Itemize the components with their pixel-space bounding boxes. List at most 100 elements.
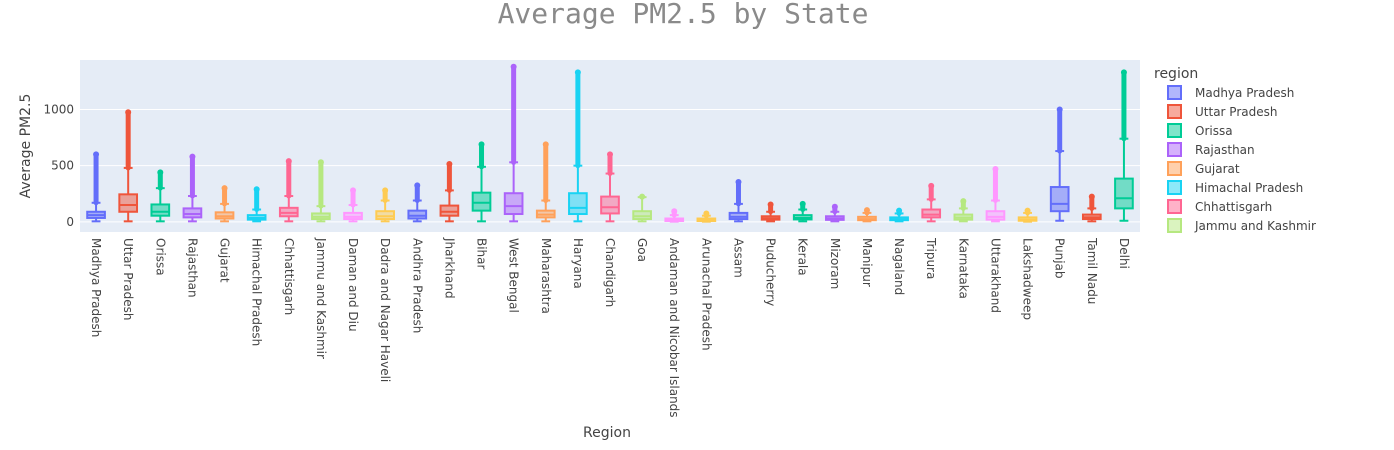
outlier-max-point [157,169,164,176]
box-12 [439,160,460,223]
outlier-max-point [414,182,421,189]
outlier-max-point [671,208,678,215]
outlier-max-point [93,151,100,158]
x-tick-label: Orissa [153,238,167,276]
x-axis-title: Region [583,425,631,441]
x-tick-label: Gujarat [218,238,232,283]
x-tick-label: Tripura [924,237,938,279]
x-tick-label: Kerala [796,238,810,276]
legend-label: Chhattisgarh [1195,200,1272,214]
outlier-max-point [542,141,549,148]
legend-item[interactable]: Rajasthan [1167,142,1255,157]
box-3 [150,169,171,223]
legend-label: Orissa [1195,124,1233,138]
box-18 [632,193,652,223]
legend-item[interactable]: Uttar Pradesh [1167,104,1277,119]
outlier-max-point [896,207,903,214]
x-tick-label: Bihar [475,238,489,270]
y-tick-label: 1000 [43,102,74,116]
outlier-max-point [446,160,453,167]
box-iqr [600,195,620,215]
y-axis-title: Average PM2.5 [18,94,34,199]
box-13 [471,141,492,223]
x-tick-label: Uttarakhand [988,238,1002,313]
box-23 [792,200,813,223]
outlier-max-point [799,200,806,207]
box-10 [375,187,395,223]
legend-item[interactable]: Chhattisgarh [1167,199,1272,214]
legend-item[interactable]: Madhya Pradesh [1167,85,1294,100]
box-16 [568,69,588,223]
chart-title: Average PM2.5 by State [498,0,869,30]
box-25 [857,207,877,223]
x-tick-label: West Bengal [507,238,521,313]
outlier-max-point [350,187,357,194]
outlier-max-point [478,141,485,148]
box-11 [407,182,428,223]
box-5 [214,185,235,223]
outlier-max-point [221,185,228,192]
legend-item[interactable]: Himachal Pradesh [1167,180,1303,195]
outlier-max-point [831,203,838,210]
legend-swatch [1167,161,1182,176]
legend-label: Rajasthan [1195,143,1255,157]
outlier-max-point [607,151,613,158]
outlier-max-point [382,187,389,194]
legend-swatch [1167,218,1182,233]
x-tick-label: Andhra Pradesh [410,238,424,333]
legend-swatch [1167,123,1182,138]
box-20 [696,210,717,223]
box-iqr [150,203,171,217]
x-tick-label: Arunachal Pradesh [699,238,713,351]
box-21 [728,178,749,223]
box-2 [118,109,139,223]
outlier-max-point [863,207,870,214]
x-tick-label: Mizoram [828,238,842,289]
legend-label: Uttar Pradesh [1195,105,1277,119]
box-iqr [1049,186,1070,213]
x-tick-label: Jammu and Kashmir [314,237,328,359]
x-tick-label: Madhya Pradesh [89,238,103,337]
box-26 [889,207,909,223]
box-9 [343,187,363,223]
x-tick-label: Maharashtra [539,238,553,314]
outlier-max-point [767,201,774,208]
x-tick-label: Manipur [860,238,874,287]
x-tick-label: Chhattisgarh [282,238,296,315]
box-plots [86,63,1134,223]
x-tick-label: Dadra and Nagar Haveli [378,238,392,382]
box-27 [921,182,942,223]
outlier-max-point [253,186,260,193]
box-1 [86,151,106,223]
outlier-max-point [189,153,196,160]
outlier-max-point [285,158,292,165]
legend-item[interactable]: Jammu and Kashmir [1167,218,1316,233]
box-iqr [503,192,524,216]
legend-item[interactable]: Gujarat [1167,161,1240,176]
x-tick-label: Nagaland [892,238,906,295]
box-17 [600,151,620,223]
legend: region Madhya Pradesh Uttar Pradesh Orissa… [1154,66,1316,233]
box-iqr [118,193,139,213]
box-iqr [375,210,395,221]
box-15 [535,141,556,223]
box-14 [503,63,524,223]
legend-swatch [1167,142,1182,157]
legend-item[interactable]: Orissa [1167,123,1233,138]
outlier-max-point [928,182,935,189]
legend-label: Jammu and Kashmir [1194,219,1316,233]
outlier-max-point [125,109,132,116]
x-tick-label: Punjab [1053,238,1067,279]
legend-swatch [1167,180,1182,195]
legend-swatch [1167,104,1182,119]
box-28 [953,198,974,223]
y-tick-label: 500 [51,159,74,173]
box-33 [1114,69,1134,222]
legend-label: Madhya Pradesh [1195,86,1294,100]
x-tick-label: Rajasthan [185,238,199,298]
box-29 [985,166,1006,223]
outlier-max-point [1056,106,1063,113]
x-tick-label: Daman and Diu [346,238,360,332]
outlier-max-point [735,178,742,185]
box-24 [825,203,845,223]
